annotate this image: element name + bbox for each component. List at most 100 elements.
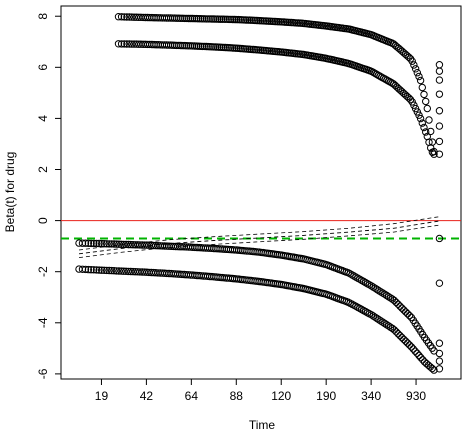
x-tick-label: 930 bbox=[406, 389, 426, 403]
data-point bbox=[354, 274, 362, 282]
data-point bbox=[396, 331, 404, 340]
data-point bbox=[115, 240, 123, 248]
data-point bbox=[435, 137, 444, 146]
data-point bbox=[392, 328, 400, 336]
data-point bbox=[114, 40, 123, 48]
data-point bbox=[124, 240, 133, 249]
data-point bbox=[377, 288, 385, 296]
data-point bbox=[435, 76, 444, 84]
data-point bbox=[413, 349, 421, 357]
data-point bbox=[136, 241, 144, 249]
data-point bbox=[371, 313, 379, 321]
data-point bbox=[229, 15, 237, 24]
data-point bbox=[430, 150, 438, 158]
data-point bbox=[427, 127, 435, 136]
data-point bbox=[120, 40, 129, 48]
data-point bbox=[435, 90, 444, 98]
data-point bbox=[394, 330, 402, 338]
data-point bbox=[394, 300, 402, 308]
data-point bbox=[371, 284, 379, 292]
data-point bbox=[390, 326, 398, 334]
data-point bbox=[350, 272, 358, 280]
data-point bbox=[367, 282, 376, 290]
data-point bbox=[415, 351, 423, 360]
data-point bbox=[379, 289, 387, 297]
data-point bbox=[84, 239, 93, 248]
data-point bbox=[410, 61, 418, 69]
data-point bbox=[375, 287, 383, 295]
data-point bbox=[405, 341, 414, 349]
data-point bbox=[120, 13, 129, 21]
x-tick-label: 120 bbox=[271, 389, 291, 403]
data-point bbox=[403, 339, 412, 347]
data-point bbox=[416, 76, 425, 85]
data-point bbox=[400, 306, 408, 314]
data-point bbox=[356, 304, 364, 313]
y-tick-label: 8 bbox=[36, 13, 50, 20]
data-point bbox=[100, 240, 108, 248]
data-point bbox=[105, 266, 113, 275]
data-point bbox=[369, 283, 377, 291]
data-point bbox=[373, 285, 381, 294]
data-point bbox=[90, 266, 98, 274]
data-point bbox=[92, 266, 101, 274]
x-tick-label: 340 bbox=[361, 389, 381, 403]
data-point bbox=[217, 15, 226, 23]
data-point bbox=[128, 40, 136, 48]
data-point bbox=[124, 267, 133, 276]
data-point bbox=[435, 339, 444, 347]
y-tick-label: 6 bbox=[36, 64, 50, 71]
data-point bbox=[221, 15, 230, 23]
data-point bbox=[417, 353, 425, 362]
data-point bbox=[98, 239, 106, 248]
data-point bbox=[125, 13, 134, 21]
data-point bbox=[127, 267, 135, 276]
data-point bbox=[81, 265, 90, 274]
x-axis-title: Time bbox=[249, 418, 276, 432]
data-point bbox=[402, 308, 410, 316]
data-point bbox=[95, 266, 103, 274]
data-point bbox=[396, 302, 404, 310]
data-point bbox=[428, 364, 436, 373]
data-point bbox=[232, 15, 241, 24]
data-point bbox=[90, 239, 98, 248]
data-point bbox=[136, 268, 144, 276]
data-point bbox=[403, 310, 412, 318]
y-tick-label: -4 bbox=[36, 317, 50, 328]
data-point bbox=[198, 42, 207, 51]
data-point bbox=[373, 314, 381, 323]
data-point bbox=[212, 15, 220, 23]
data-point bbox=[369, 312, 377, 320]
data-point bbox=[435, 357, 444, 365]
data-point bbox=[123, 40, 131, 48]
data-point bbox=[415, 72, 423, 81]
data-point bbox=[435, 365, 444, 373]
data-point bbox=[383, 291, 391, 300]
data-point bbox=[425, 116, 433, 124]
data-point bbox=[110, 240, 118, 248]
data-point bbox=[392, 298, 400, 307]
data-point bbox=[81, 239, 90, 247]
data-point bbox=[103, 240, 111, 248]
data-point bbox=[428, 148, 437, 157]
data-point bbox=[87, 266, 95, 274]
plot-frame bbox=[60, 5, 462, 380]
data-points bbox=[75, 13, 444, 374]
data-point bbox=[420, 123, 428, 132]
data-point bbox=[112, 240, 121, 248]
data-point bbox=[420, 90, 428, 99]
data-point bbox=[384, 322, 393, 330]
data-point bbox=[384, 293, 393, 301]
data-point bbox=[107, 240, 116, 248]
data-point bbox=[435, 279, 444, 287]
data-point bbox=[408, 57, 416, 65]
fit-upper-band bbox=[78, 216, 439, 251]
data-point bbox=[122, 240, 130, 249]
data-point bbox=[114, 13, 123, 21]
data-point bbox=[415, 111, 423, 119]
data-point bbox=[422, 97, 430, 106]
data-point bbox=[375, 316, 383, 324]
data-point bbox=[125, 40, 134, 48]
data-point bbox=[411, 65, 420, 73]
